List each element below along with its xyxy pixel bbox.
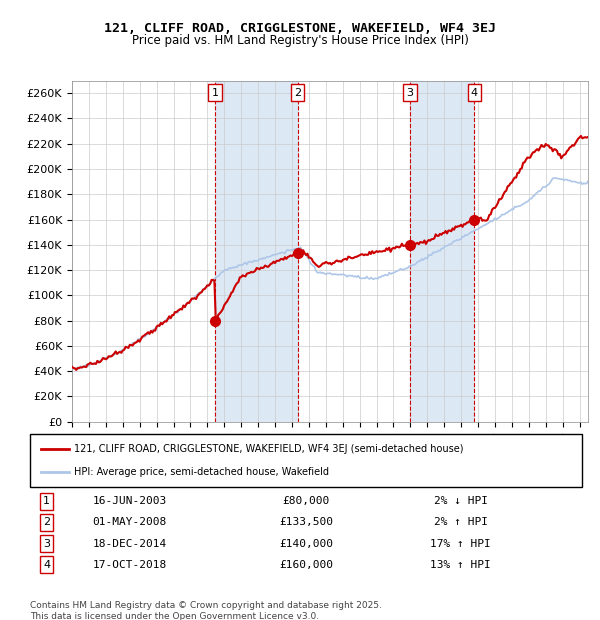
Text: 2% ↑ HPI: 2% ↑ HPI <box>434 518 488 528</box>
Text: 121, CLIFF ROAD, CRIGGLESTONE, WAKEFIELD, WF4 3EJ (semi-detached house): 121, CLIFF ROAD, CRIGGLESTONE, WAKEFIELD… <box>74 444 464 454</box>
Text: HPI: Average price, semi-detached house, Wakefield: HPI: Average price, semi-detached house,… <box>74 467 329 477</box>
Text: 121, CLIFF ROAD, CRIGGLESTONE, WAKEFIELD, WF4 3EJ: 121, CLIFF ROAD, CRIGGLESTONE, WAKEFIELD… <box>104 22 496 35</box>
Text: £133,500: £133,500 <box>279 518 333 528</box>
Text: 17% ↑ HPI: 17% ↑ HPI <box>430 539 491 549</box>
Text: 1: 1 <box>212 87 218 97</box>
Text: £140,000: £140,000 <box>279 539 333 549</box>
Text: 4: 4 <box>471 87 478 97</box>
FancyBboxPatch shape <box>30 434 582 487</box>
Text: Price paid vs. HM Land Registry's House Price Index (HPI): Price paid vs. HM Land Registry's House … <box>131 34 469 47</box>
Text: £80,000: £80,000 <box>283 497 329 507</box>
Text: 3: 3 <box>43 539 50 549</box>
Text: £160,000: £160,000 <box>279 560 333 570</box>
Text: 13% ↑ HPI: 13% ↑ HPI <box>430 560 491 570</box>
Text: 18-DEC-2014: 18-DEC-2014 <box>92 539 166 549</box>
Bar <box>215 81 298 422</box>
Text: 17-OCT-2018: 17-OCT-2018 <box>92 560 166 570</box>
Bar <box>410 81 475 422</box>
Text: 01-MAY-2008: 01-MAY-2008 <box>92 518 166 528</box>
Text: 1: 1 <box>43 497 50 507</box>
Text: 4: 4 <box>43 560 50 570</box>
Text: 2% ↓ HPI: 2% ↓ HPI <box>434 497 488 507</box>
Text: 2: 2 <box>43 518 50 528</box>
Text: Contains HM Land Registry data © Crown copyright and database right 2025.
This d: Contains HM Land Registry data © Crown c… <box>30 601 382 620</box>
Text: 16-JUN-2003: 16-JUN-2003 <box>92 497 166 507</box>
Text: 3: 3 <box>406 87 413 97</box>
Text: 2: 2 <box>294 87 301 97</box>
